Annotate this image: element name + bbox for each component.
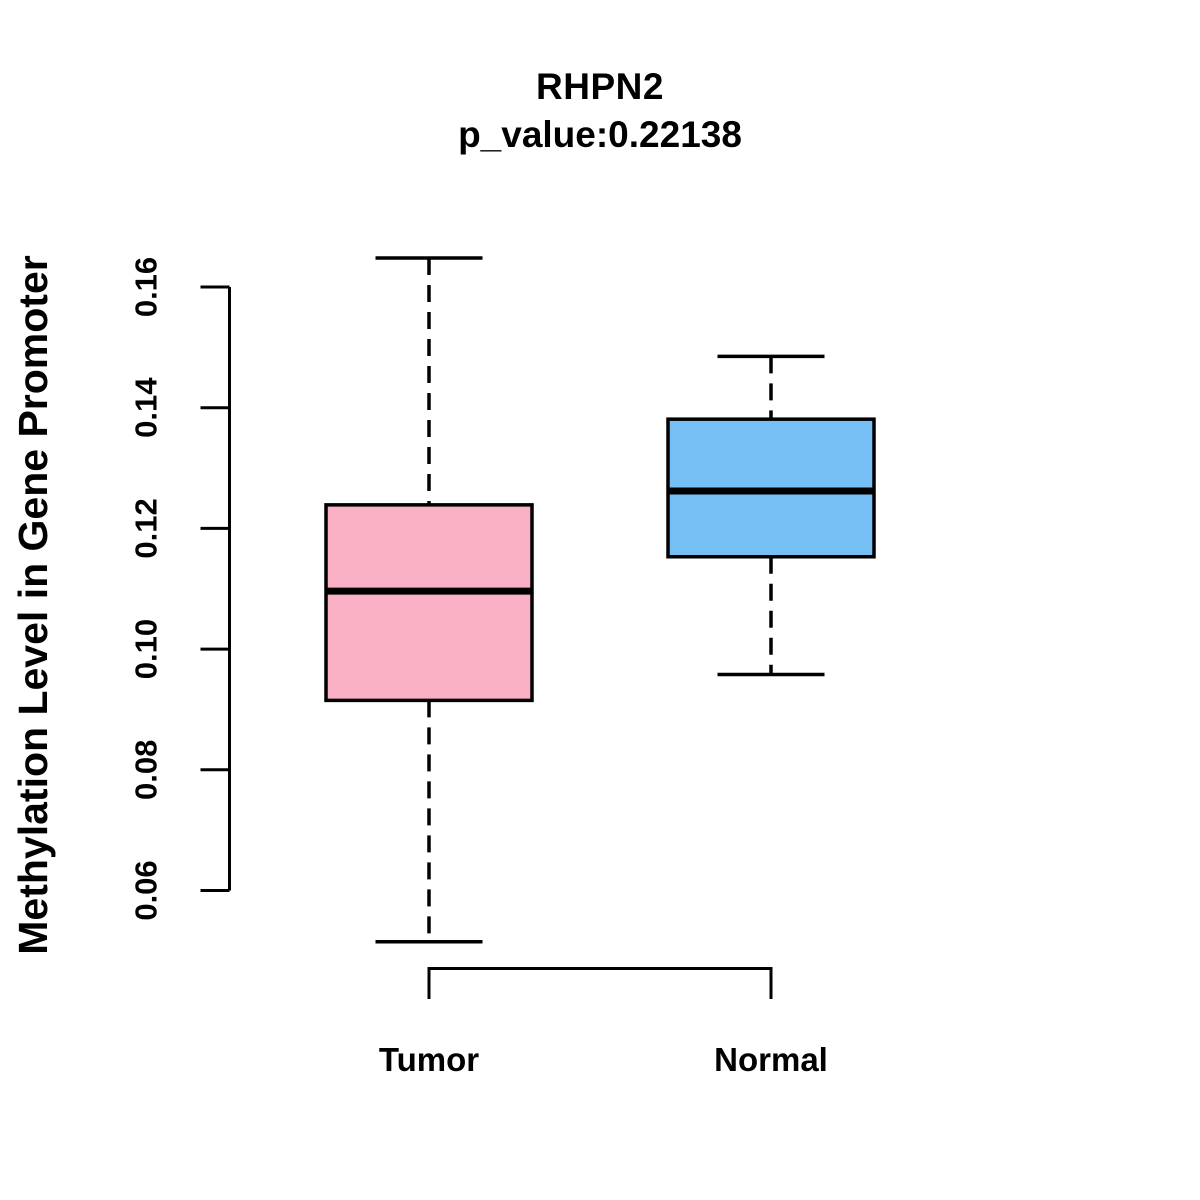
y-axis-tick-label: 0.14 (129, 377, 164, 438)
y-axis-tick-label: 0.08 (129, 740, 164, 800)
chart-title: RHPN2 (536, 66, 664, 107)
chart-subtitle: p_value:0.22138 (458, 114, 742, 155)
category-label-normal: Normal (714, 1041, 828, 1078)
category-label-tumor: Tumor (379, 1041, 479, 1078)
y-axis-tick-label: 0.12 (129, 498, 164, 558)
y-axis-tick-label: 0.16 (129, 257, 164, 317)
x-axis-line (427, 967, 773, 999)
y-axis-tick-label: 0.10 (129, 619, 164, 679)
y-axis-label: Methylation Level in Gene Promoter (10, 255, 56, 954)
tumor-box (324, 503, 534, 703)
y-axis-tick-label: 0.06 (129, 860, 164, 920)
